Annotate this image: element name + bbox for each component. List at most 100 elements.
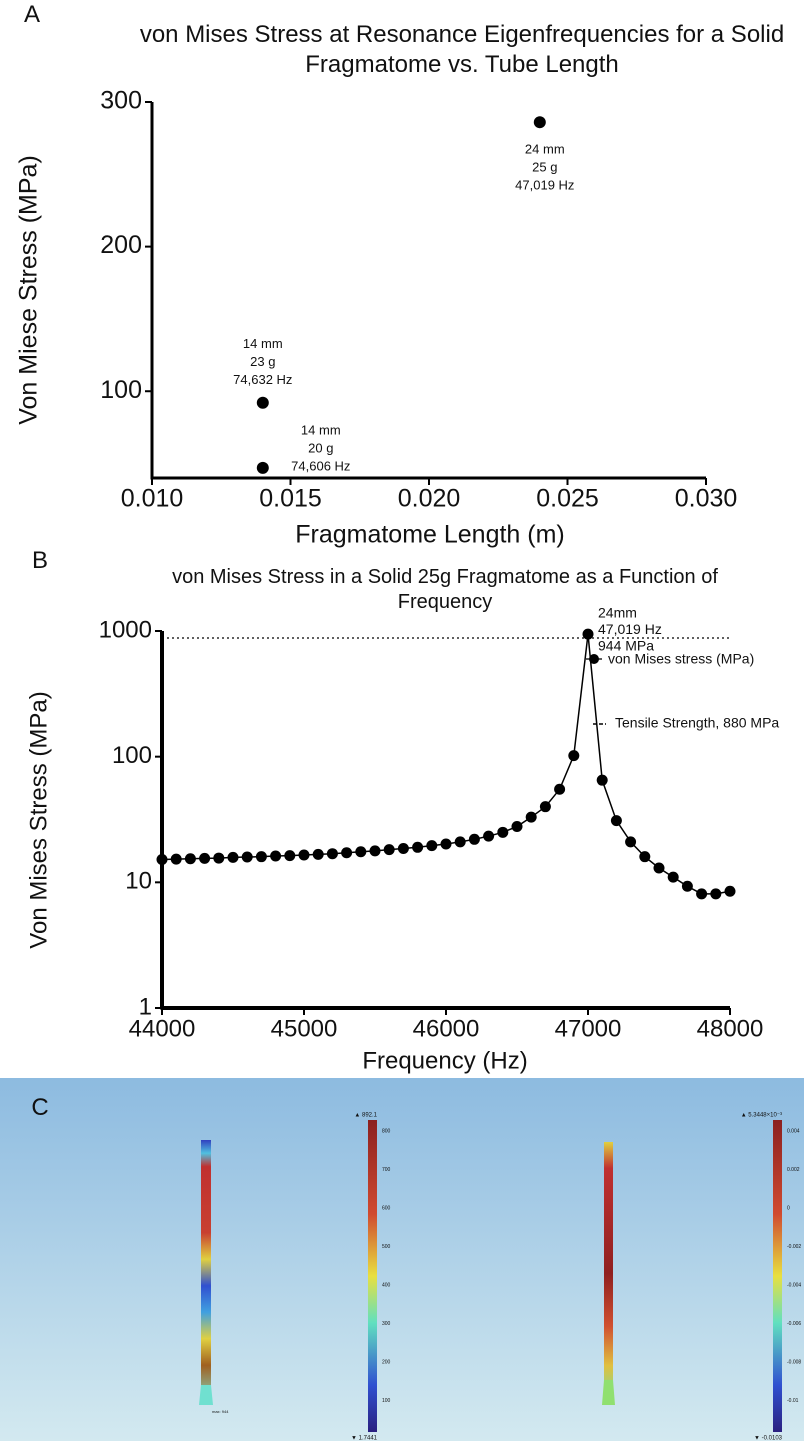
colorbar-tick-label: 800: [382, 1128, 391, 1134]
y-axis-label: Von Mises Stress (MPa): [25, 691, 52, 948]
point: [696, 888, 707, 899]
point: [257, 462, 269, 474]
point: [725, 886, 736, 897]
point: [257, 397, 269, 409]
y-tick-label: 100: [100, 376, 142, 404]
x-tick-label: 44000: [129, 1015, 196, 1042]
point-label: 20 g: [308, 440, 333, 455]
point: [370, 845, 381, 856]
colorbar-tick-label: 600: [382, 1205, 391, 1211]
point: [583, 629, 594, 640]
point: [512, 821, 523, 832]
point-label: 74,606 Hz: [291, 458, 350, 473]
point: [483, 831, 494, 842]
colorbar-tick-label: 0: [787, 1205, 790, 1211]
colorbar-max: ▲ 892.1: [354, 1113, 377, 1119]
point: [469, 834, 480, 845]
point: [554, 784, 565, 795]
legend-label: Tensile Strength, 880 MPa: [615, 715, 779, 731]
point: [412, 842, 423, 853]
point: [526, 812, 537, 823]
point: [341, 847, 352, 858]
point-label: 14 mm: [243, 336, 283, 351]
colorbar-tick-label: 700: [382, 1167, 391, 1173]
x-tick-label: 47000: [555, 1015, 622, 1042]
x-tick-label: 0.030: [675, 485, 738, 513]
x-tick-label: 45000: [271, 1015, 338, 1042]
colorbar-min: ▼ 1.7441: [351, 1436, 378, 1441]
point: [213, 853, 224, 864]
y-axis-label: Von Miese Stress (MPa): [15, 155, 43, 425]
point-label: 47,019 Hz: [515, 178, 574, 193]
chart-title: von Mises Stress at Resonance Eigenfrequ…: [120, 20, 804, 80]
figure: A B C 1002003000.0100.0150.0200.0250.030…: [0, 0, 804, 1441]
colorbar-min: ▼ -0.0103: [754, 1436, 783, 1441]
point-label: 74,632 Hz: [233, 372, 292, 387]
rod-tip: [602, 1380, 615, 1405]
point: [171, 854, 182, 865]
point: [299, 850, 310, 861]
panel-label: B: [32, 547, 48, 574]
point: [639, 851, 650, 862]
chart-title: von Mises Stress in a Solid 25g Fragmato…: [150, 565, 740, 615]
y-tick-label: 10: [125, 868, 152, 895]
rod-tip: [199, 1385, 213, 1405]
colorbar-tick-label: 200: [382, 1359, 391, 1365]
colorbar-tick-label: 100: [382, 1398, 391, 1404]
point: [441, 838, 452, 849]
x-tick-label: 0.020: [398, 485, 461, 513]
colorbar-tick-label: 500: [382, 1244, 391, 1250]
point: [398, 843, 409, 854]
point: [625, 836, 636, 847]
annotation: 944 MPa: [598, 638, 654, 654]
x-tick-label: 0.010: [121, 485, 184, 513]
panel-label: C: [31, 1094, 48, 1121]
figure-canvas: A B C 1002003000.0100.0150.0200.0250.030…: [0, 0, 804, 1441]
x-tick-label: 48000: [697, 1015, 764, 1042]
colorbar-tick-label: 300: [382, 1321, 391, 1327]
point: [497, 827, 508, 838]
colorbar-tick-label: -0.004: [787, 1282, 801, 1288]
simulation-background: [0, 1078, 804, 1441]
colorbar-tick-label: 400: [382, 1282, 391, 1288]
point: [568, 750, 579, 761]
x-tick-label: 0.015: [259, 485, 322, 513]
point: [710, 888, 721, 899]
point-label: 24 mm: [525, 142, 565, 157]
point: [384, 844, 395, 855]
point: [654, 863, 665, 874]
point: [284, 850, 295, 861]
colorbar: [773, 1120, 782, 1432]
point: [597, 775, 608, 786]
colorbar-tick-label: -0.006: [787, 1321, 801, 1327]
point: [228, 852, 239, 863]
point: [270, 851, 281, 862]
point: [540, 801, 551, 812]
point: [668, 872, 679, 883]
colorbar-tick-label: -0.01: [787, 1398, 799, 1404]
point: [327, 848, 338, 859]
colorbar-tick-label: 0.004: [787, 1128, 800, 1134]
x-axis-label: Fragmatome Length (m): [295, 521, 565, 549]
point: [611, 815, 622, 826]
point: [455, 836, 466, 847]
colorbar-tick-label: -0.008: [787, 1359, 801, 1365]
x-axis-label: Frequency (Hz): [362, 1047, 527, 1074]
stress-rod: [201, 1140, 211, 1405]
point: [199, 853, 210, 864]
y-tick-label: 1000: [99, 616, 152, 643]
point: [157, 854, 168, 865]
y-tick-label: 100: [112, 742, 152, 769]
colorbar: [368, 1120, 377, 1432]
point: [313, 849, 324, 860]
point: [256, 851, 267, 862]
point: [242, 852, 253, 863]
point-label: 25 g: [532, 160, 557, 175]
y-tick-label: 200: [100, 231, 142, 259]
point: [355, 846, 366, 857]
point: [682, 881, 693, 892]
x-tick-label: 46000: [413, 1015, 480, 1042]
max-label: max: 944: [212, 1409, 229, 1414]
point: [426, 840, 437, 851]
point-label: 14 mm: [301, 422, 341, 437]
